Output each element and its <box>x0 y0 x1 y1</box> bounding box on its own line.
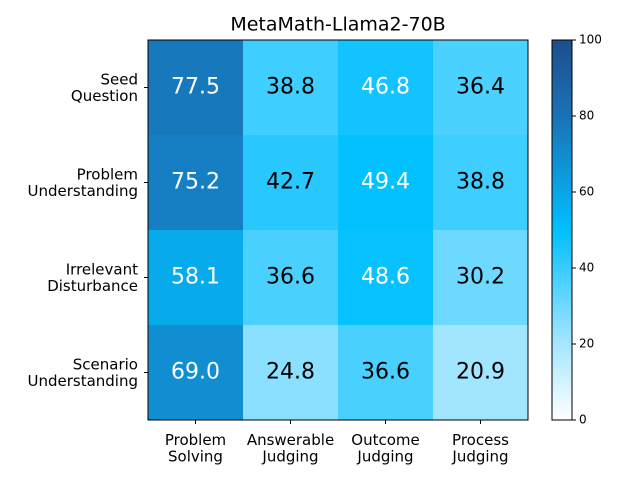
cell <box>243 325 338 420</box>
cell <box>338 325 433 420</box>
cell-label: 38.8 <box>266 75 315 100</box>
cell-label: 36.4 <box>456 75 505 100</box>
colorbar-tick-label: 0 <box>579 413 587 427</box>
cell <box>433 325 528 420</box>
cell-label: 24.8 <box>266 360 315 385</box>
cell-label: 69.0 <box>171 360 220 385</box>
cell <box>148 40 243 135</box>
cell <box>243 135 338 230</box>
cell <box>148 230 243 325</box>
colorbar-tick-label: 40 <box>579 261 594 275</box>
colorbar-tick-label: 20 <box>579 337 594 351</box>
y-tick-label: Irrelevant Disturbance <box>47 260 138 295</box>
cell-label: 58.1 <box>171 265 220 290</box>
cell-label: 46.8 <box>361 75 410 100</box>
cell <box>433 230 528 325</box>
x-tick-label: Problem Solving <box>165 430 226 465</box>
cell-label: 75.2 <box>171 170 220 195</box>
cell <box>433 40 528 135</box>
cell <box>243 40 338 135</box>
cell-label: 20.9 <box>456 360 505 385</box>
cell <box>148 325 243 420</box>
x-tick-label: Outcome Judging <box>351 430 419 465</box>
cell-label: 36.6 <box>361 360 410 385</box>
cell-label: 38.8 <box>456 170 505 195</box>
frame <box>147 39 529 421</box>
cell-label: 30.2 <box>456 265 505 290</box>
colorbar-tick-label: 80 <box>579 109 594 123</box>
colorbar <box>551 39 573 421</box>
cell <box>338 135 433 230</box>
cell <box>148 135 243 230</box>
y-tick-label: Problem Understanding <box>27 165 138 200</box>
cell <box>338 40 433 135</box>
cell-label: 36.6 <box>266 265 315 290</box>
cell-label: 48.6 <box>361 265 410 290</box>
cell <box>338 230 433 325</box>
y-tick-label: Seed Question <box>71 70 138 105</box>
colorbar-tick-label: 100 <box>579 33 602 47</box>
colorbar-tick-label: 60 <box>579 185 594 199</box>
cell-label: 49.4 <box>361 170 410 195</box>
chart-title: MetaMath-Llama2-70B <box>230 14 445 36</box>
cell-label: 77.5 <box>171 75 220 100</box>
cell-label: 42.7 <box>266 170 315 195</box>
x-tick-label: Process Judging <box>451 430 509 465</box>
cell <box>433 135 528 230</box>
x-tick-label: Answerable Judging <box>247 430 334 465</box>
cell <box>243 230 338 325</box>
y-tick-label: Scenario Understanding <box>27 355 138 390</box>
